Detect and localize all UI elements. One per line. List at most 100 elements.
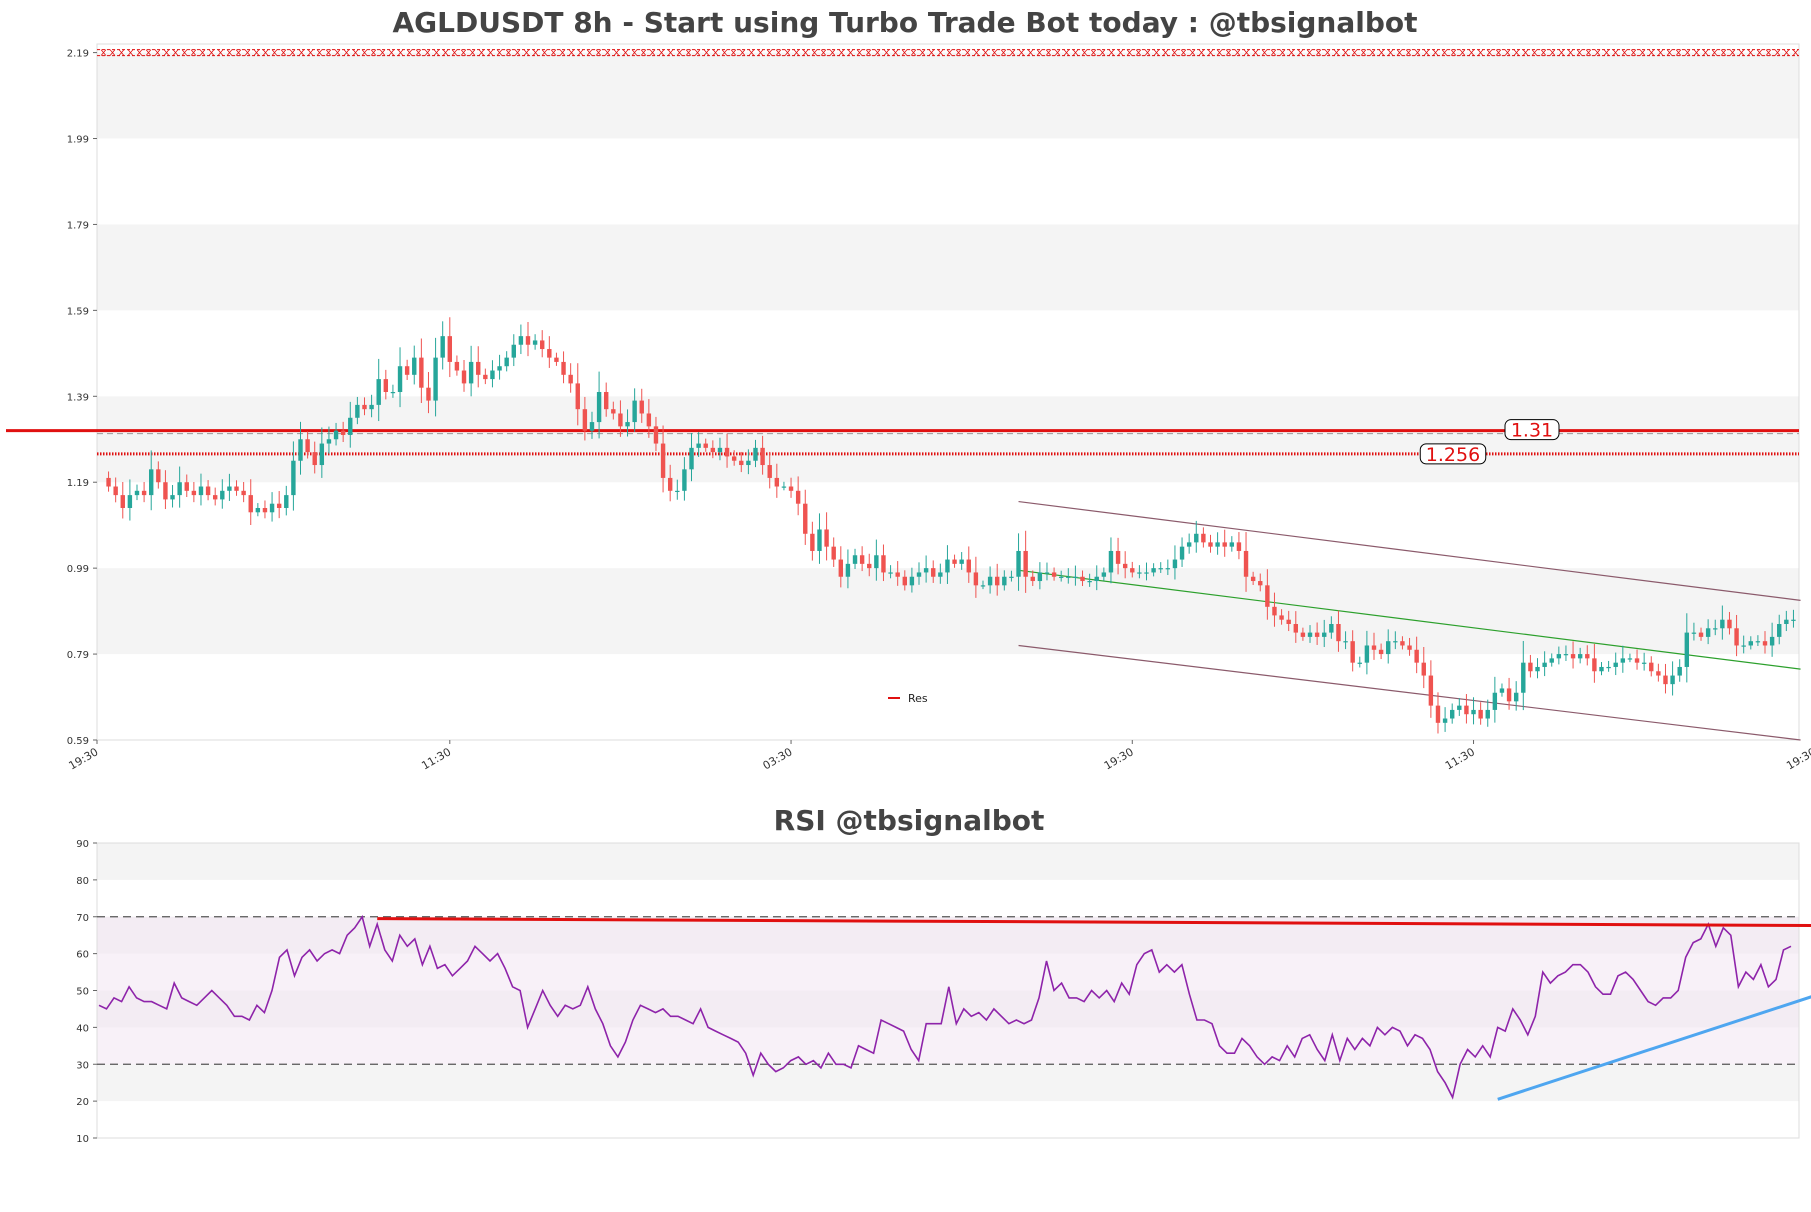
top-level-cross bbox=[235, 49, 242, 56]
candle-body bbox=[333, 430, 339, 440]
candle-body bbox=[1393, 641, 1398, 643]
top-level-cross bbox=[667, 49, 674, 56]
top-level-cross bbox=[1513, 49, 1520, 56]
candle-body bbox=[127, 495, 133, 508]
candle-body bbox=[1464, 705, 1469, 715]
candle-body bbox=[945, 559, 950, 573]
price-y-axis: 0.59 0.79 0.99 1.19 1.39 1.59 1.79 1.99 2.19 bbox=[67, 49, 97, 747]
candle-body bbox=[1286, 619, 1291, 624]
top-level-cross bbox=[892, 49, 899, 56]
rsi-resistance-trendline bbox=[377, 917, 1811, 928]
top-level-cross bbox=[1630, 49, 1637, 56]
top-level-cross bbox=[1693, 49, 1700, 56]
candle-body bbox=[255, 508, 261, 513]
candle-body bbox=[575, 383, 580, 410]
candle-body bbox=[476, 361, 481, 375]
candle-body bbox=[1364, 645, 1370, 663]
candle-body bbox=[1300, 632, 1306, 637]
candle-body bbox=[547, 349, 552, 358]
candle-body bbox=[675, 490, 680, 493]
candle-body bbox=[1485, 709, 1490, 719]
candle-body bbox=[973, 572, 979, 586]
candle-body bbox=[1314, 632, 1320, 637]
top-level-cross bbox=[145, 49, 152, 56]
top-level-cross bbox=[901, 49, 908, 56]
candle-body bbox=[362, 404, 367, 410]
top-level-cross bbox=[622, 49, 629, 56]
top-level-cross bbox=[1360, 49, 1367, 56]
top-level-cross bbox=[649, 49, 656, 56]
top-level-cross bbox=[460, 49, 467, 56]
candle-body bbox=[1663, 675, 1668, 685]
candle-body bbox=[867, 563, 872, 569]
top-level-cross bbox=[1306, 49, 1313, 56]
candle-body bbox=[767, 465, 772, 478]
candle-body bbox=[1407, 645, 1412, 650]
candle-body bbox=[1606, 666, 1611, 669]
candle-body bbox=[995, 576, 1000, 586]
candle-body bbox=[433, 357, 438, 401]
candle-body bbox=[859, 555, 865, 564]
candle-body bbox=[1698, 632, 1704, 637]
candle-body bbox=[397, 366, 403, 392]
top-level-cross bbox=[1261, 49, 1268, 56]
candle-body bbox=[554, 357, 559, 362]
candle-body bbox=[639, 400, 644, 414]
top-level-cross bbox=[1396, 49, 1403, 56]
top-level-cross bbox=[298, 49, 305, 56]
candle-body bbox=[419, 357, 424, 388]
top-level-cross bbox=[469, 49, 476, 56]
candle-body bbox=[1350, 641, 1355, 663]
candle-body bbox=[902, 576, 907, 586]
top-level-cross bbox=[820, 49, 827, 56]
top-level-cross bbox=[676, 49, 683, 56]
top-level-cross bbox=[388, 49, 395, 56]
top-level-cross bbox=[433, 49, 440, 56]
top-level-cross bbox=[1459, 49, 1466, 56]
rsi-chart-title: RSI @tbsignalbot bbox=[774, 804, 1045, 837]
top-level-cross bbox=[1333, 49, 1340, 56]
top-level-cross bbox=[1729, 49, 1736, 56]
candle-body bbox=[589, 422, 595, 431]
top-level-cross bbox=[730, 49, 737, 56]
candle-body bbox=[845, 563, 851, 577]
price-y-tick-label: 1.19 bbox=[67, 478, 89, 489]
top-level-cross bbox=[244, 49, 251, 56]
candle-body bbox=[149, 469, 154, 496]
top-level-cross bbox=[1198, 49, 1205, 56]
top-level-cross bbox=[199, 49, 206, 56]
candle-body bbox=[262, 508, 268, 513]
top-level-cross bbox=[604, 49, 611, 56]
top-level-cross bbox=[172, 49, 179, 56]
top-level-cross bbox=[973, 49, 980, 56]
candle-body bbox=[1784, 619, 1789, 624]
top-level-cross bbox=[280, 49, 287, 56]
candle-body bbox=[682, 469, 687, 491]
top-level-cross bbox=[982, 49, 989, 56]
top-level-cross bbox=[1378, 49, 1385, 56]
candle-body bbox=[1641, 662, 1647, 664]
top-level-cross bbox=[946, 49, 953, 56]
top-level-cross bbox=[1225, 49, 1232, 56]
top-level-cross bbox=[1441, 49, 1448, 56]
price-grid-band bbox=[97, 224, 1799, 311]
top-level-cross bbox=[910, 49, 917, 56]
rsi-y-tick-label: 60 bbox=[76, 950, 89, 961]
candle-body bbox=[1073, 576, 1078, 578]
top-level-cross bbox=[955, 49, 962, 56]
top-level-cross bbox=[703, 49, 710, 56]
top-level-cross bbox=[1297, 49, 1304, 56]
candle-body bbox=[276, 503, 282, 508]
top-level-cross bbox=[1234, 49, 1241, 56]
top-level-cross bbox=[532, 49, 539, 56]
candle-body bbox=[1549, 658, 1554, 663]
resistance-label-2: 1.256 bbox=[1426, 444, 1480, 466]
candle-body bbox=[632, 400, 637, 423]
candle-body bbox=[1115, 550, 1121, 564]
top-level-cross bbox=[883, 49, 890, 56]
candle-body bbox=[667, 477, 673, 491]
candle-body bbox=[1748, 641, 1753, 646]
price-grid-band bbox=[97, 52, 1799, 139]
rsi-y-tick-label: 30 bbox=[76, 1060, 89, 1071]
